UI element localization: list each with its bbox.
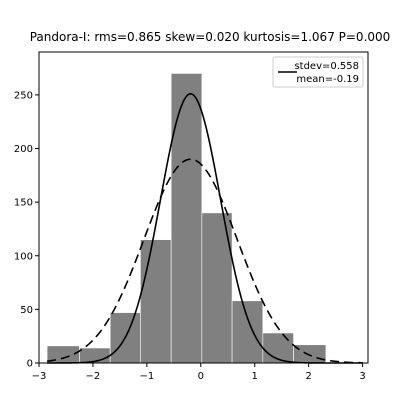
dashed-gaussian-curve [46,158,363,364]
plot-frame [38,51,369,364]
x-tick-label: −3 [32,371,47,382]
x-axis: −3 −2 −1 0 1 2 3 [32,363,366,382]
y-tick-label: 150 [14,198,33,209]
x-tick-label: 1 [252,371,258,382]
legend: stdev=0.558 mean=-0.19 [272,56,364,88]
y-tick-label: 100 [14,251,33,262]
legend-box [272,56,364,88]
histogram-bars [46,73,327,364]
histogram-bar [231,300,264,364]
x-tick-label: 0 [198,371,204,382]
histogram-bar [293,344,327,364]
y-tick-label: 200 [14,144,33,155]
y-tick-label: 50 [20,305,33,316]
histogram-bar [140,239,172,364]
x-tick-label: 2 [305,371,311,382]
x-tick-label: −1 [139,371,154,382]
x-tick-label: −2 [86,371,101,382]
legend-entry-stdev: stdev=0.558 [294,61,359,72]
x-tick-label: 3 [359,371,365,382]
chart-title: Pandora-I: rms=0.865 skew=0.020 kurtosis… [30,30,391,44]
y-axis: 0 50 100 150 200 250 [14,90,39,370]
legend-entry-mean: mean=-0.19 [296,74,359,85]
histogram-bar [170,73,203,364]
y-tick-label: 0 [27,359,33,370]
y-tick-label: 250 [14,90,33,101]
